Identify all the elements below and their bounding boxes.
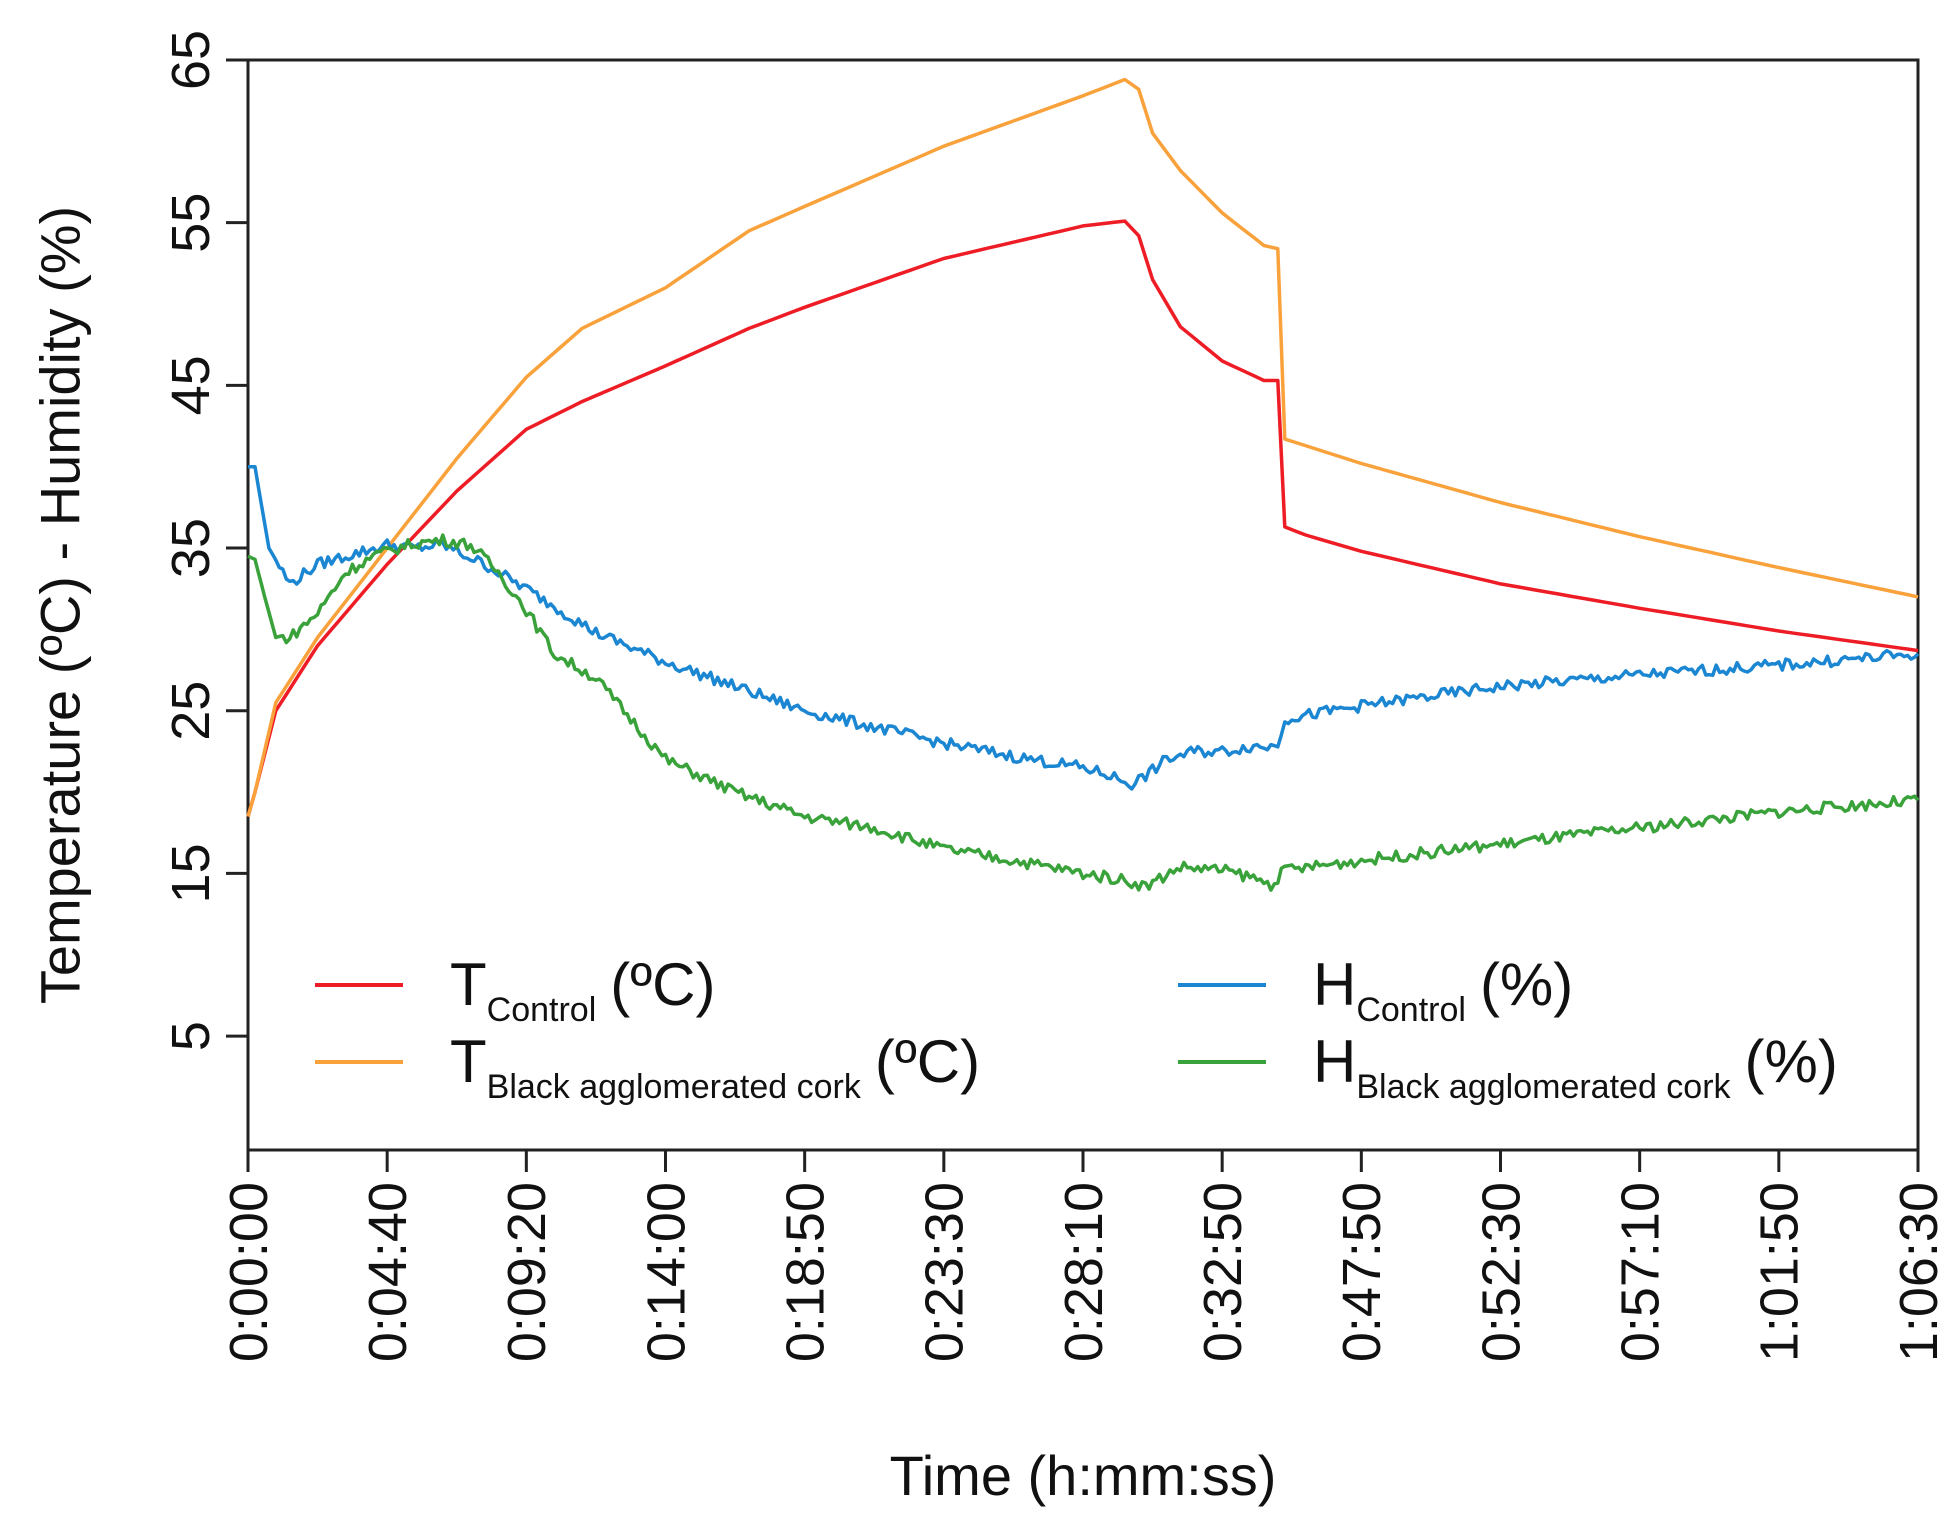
legend: TControl (ºC)TBlack agglomerated cork (ºC)… — [315, 951, 1838, 1106]
legend-sub: Black agglomerated cork — [1356, 1068, 1731, 1106]
y-tick-label: 5 — [161, 1021, 221, 1051]
x-tick-label: 0:47:50 — [1332, 1182, 1392, 1362]
x-tick-label: 0:28:10 — [1054, 1182, 1114, 1362]
series-lines — [246, 77, 1920, 892]
legend-main: T — [450, 1028, 487, 1095]
legend-main: T — [450, 951, 487, 1018]
x-tick-label: 0:23:30 — [915, 1182, 975, 1362]
legend-sub: Black agglomerated cork — [487, 1068, 862, 1106]
x-tick-label: 0:32:50 — [1193, 1182, 1253, 1362]
legend-unit: (ºC) — [610, 951, 715, 1018]
x-tick-label: 0:18:50 — [776, 1182, 836, 1362]
y-axis: 5 15 25 35 45 55 65 — [161, 30, 248, 1051]
y-tick-label: 35 — [161, 518, 221, 578]
legend-label-h_black: HBlack agglomerated cork (%) — [1313, 1028, 1838, 1106]
y-tick-label: 45 — [161, 355, 221, 415]
series-line-h_control — [248, 464, 1920, 791]
y-tick-label: 15 — [161, 843, 221, 903]
x-tick-label: 0:00:00 — [219, 1182, 279, 1362]
legend-sub: Control — [487, 991, 597, 1029]
legend-unit: (%) — [1745, 1028, 1838, 1095]
x-tick-label: 1:06:30 — [1889, 1182, 1949, 1362]
legend-unit: (%) — [1480, 951, 1573, 1018]
legend-label-t_black: TBlack agglomerated cork (ºC) — [450, 1028, 980, 1106]
x-tick-label: 0:52:30 — [1471, 1182, 1531, 1362]
plot-frame — [246, 58, 1920, 1152]
series-line-h_black — [247, 533, 1920, 892]
y-tick-label: 65 — [161, 30, 221, 90]
legend-label-h_control: HControl (%) — [1313, 951, 1573, 1029]
legend-main: H — [1313, 1028, 1356, 1095]
x-tick-label: 0:57:10 — [1611, 1182, 1671, 1362]
legend-main: H — [1313, 951, 1356, 1018]
series-line-t_control — [246, 219, 1919, 817]
x-axis-title: Time (h:mm:ss) — [890, 1444, 1277, 1507]
x-tick-label: 1:01:50 — [1750, 1182, 1810, 1362]
x-tick-label: 0:09:20 — [497, 1182, 557, 1362]
legend-sub: Control — [1356, 991, 1466, 1029]
x-axis: 0:00:00 0:04:40 0:09:20 0:14:00 0:18:50 0:23:… — [219, 1150, 1949, 1362]
y-axis-title: Temperature (ºC) - Humidity (%) — [29, 206, 92, 1004]
y-tick-label: 25 — [161, 681, 221, 741]
series-line-t_black — [246, 77, 1919, 817]
x-tick-label: 0:04:40 — [358, 1182, 418, 1362]
legend-unit: (ºC) — [875, 1028, 980, 1095]
x-tick-label: 0:14:00 — [636, 1182, 696, 1362]
legend-label-t_control: TControl (ºC) — [450, 951, 715, 1029]
y-tick-label: 55 — [161, 193, 221, 253]
